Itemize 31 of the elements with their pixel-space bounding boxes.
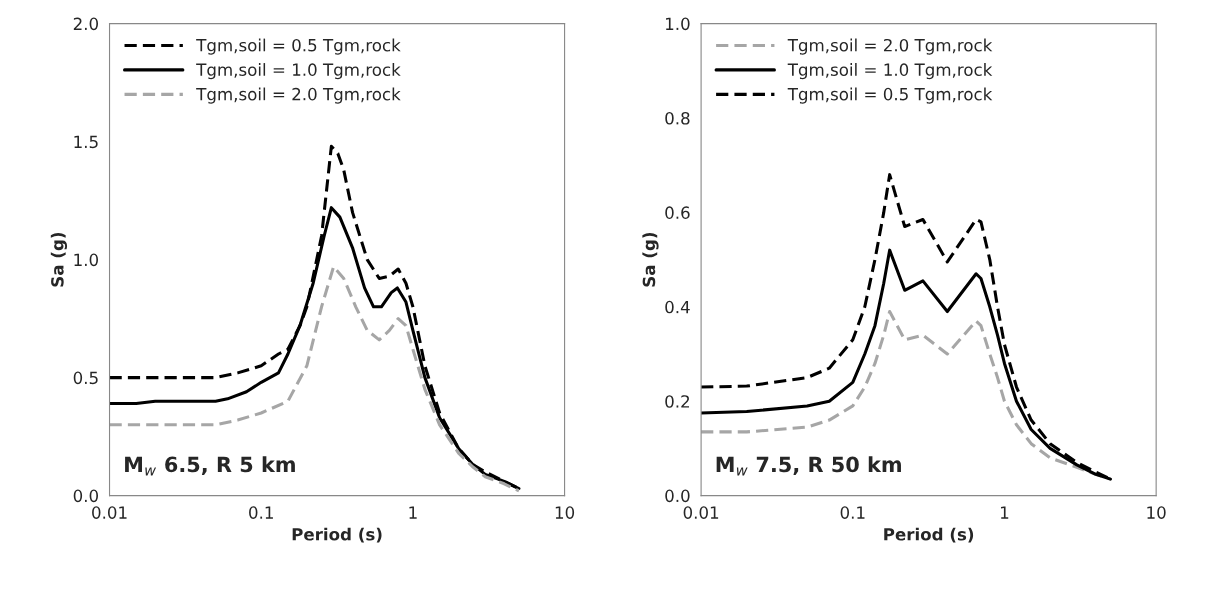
x-tick-label: 0.1 — [249, 506, 273, 519]
x-tick-label: 10 — [555, 506, 575, 519]
y-tick-label: 0.4 — [665, 300, 690, 314]
y-tick-label: 1.5 — [74, 135, 98, 149]
x-tick-label: 0.1 — [840, 506, 865, 519]
annotation: M$_{w}$ 7.5, R 50 km — [716, 456, 901, 476]
x-axis-title: Period (s) — [292, 527, 382, 543]
legend-label: Tgm,soil = 0.5 Tgm,rock — [787, 87, 993, 104]
y-tick-label: 0.0 — [665, 489, 690, 503]
legend-label: Tgm,soil = 1.0 Tgm,rock — [196, 63, 401, 80]
y-axis-title: Sa (g) — [50, 232, 68, 287]
y-tick-label: 0.2 — [665, 395, 690, 408]
x-tick-label: 0.01 — [92, 506, 127, 519]
legend-label: Tgm,soil = 0.5 Tgm,rock — [196, 38, 401, 55]
y-tick-label: 0.5 — [73, 371, 98, 385]
y-tick-label: 0.8 — [665, 111, 690, 125]
y-tick-label: 2.0 — [73, 17, 99, 31]
annotation: M$_{w}$ 6.5, R 5 km — [125, 456, 295, 476]
x-axis-title: Period (s) — [884, 527, 974, 543]
legend-label: Tgm,soil = 1.0 Tgm,rock — [787, 63, 993, 80]
y-tick-label: 1.0 — [666, 17, 690, 31]
legend-label: Tgm,soil = 2.0 Tgm,rock — [196, 87, 401, 104]
y-tick-label: 1.0 — [74, 253, 99, 267]
x-tick-label: 0.01 — [683, 506, 719, 519]
y-tick-label: 0.6 — [665, 206, 690, 219]
x-tick-label: 1 — [409, 506, 417, 519]
y-axis-title: Sa (g) — [642, 232, 659, 287]
x-tick-label: 1 — [1000, 506, 1009, 519]
y-tick-label: 0.0 — [73, 489, 99, 503]
x-tick-label: 10 — [1147, 506, 1166, 519]
legend-label: Tgm,soil = 2.0 Tgm,rock — [787, 38, 993, 55]
